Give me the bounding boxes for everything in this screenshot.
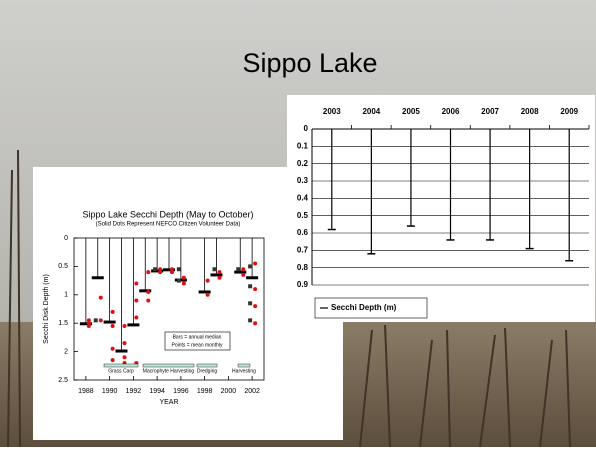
- y-axis-label: Secchi Disk Depth (m): [43, 274, 50, 344]
- monthly-point: [218, 276, 222, 280]
- median-bar: [92, 276, 104, 279]
- monthly-point: [87, 321, 91, 325]
- x-tick-label: 2007: [481, 107, 499, 116]
- x-tick-label: 2009: [560, 107, 578, 116]
- slide: Sippo Lake Sippo Lake Secchi Depth (May …: [0, 0, 596, 447]
- y-tick-label: 0.4: [297, 193, 309, 202]
- monthly-point: [134, 316, 138, 320]
- monthly-point: [134, 298, 138, 302]
- monthly-point: [123, 324, 127, 328]
- x-tick-label: 1998: [197, 388, 213, 395]
- volunteer-point: [236, 267, 240, 271]
- y-tick-label: 0.1: [297, 141, 309, 150]
- y-tick-label: 0: [304, 124, 309, 133]
- monthly-point: [123, 355, 127, 359]
- monthly-point: [253, 262, 257, 266]
- period-bar: [238, 364, 250, 367]
- median-bar: [116, 350, 128, 353]
- volunteer-point: [248, 284, 252, 288]
- x-tick-label: 1994: [149, 388, 165, 395]
- period-label: Harvesting: [232, 368, 256, 374]
- monthly-point: [253, 321, 257, 325]
- volunteer-point: [94, 318, 98, 322]
- volunteer-point: [213, 267, 217, 271]
- y-tick-label: 0.9: [297, 280, 309, 289]
- volunteer-point: [153, 267, 157, 271]
- monthly-point: [253, 304, 257, 308]
- chart-title: Sippo Lake Secchi Depth (May to October): [82, 209, 253, 219]
- monthly-point: [170, 270, 174, 274]
- y-tick-label: 0: [64, 235, 68, 242]
- monthly-point: [146, 298, 150, 302]
- monthly-point: [206, 279, 210, 283]
- period-bar: [104, 364, 138, 367]
- monthly-point: [123, 341, 127, 345]
- x-tick-label: 2002: [244, 388, 260, 395]
- y-tick-label: 1.5: [58, 320, 68, 327]
- monthly-point: [218, 270, 222, 274]
- monthly-point: [182, 276, 186, 280]
- period-bar: [143, 364, 194, 367]
- x-tick-label: 2004: [362, 107, 380, 116]
- monthly-point: [111, 358, 115, 362]
- monthly-point: [253, 287, 257, 291]
- y-tick-label: 1: [64, 292, 68, 299]
- period-label: Grass Carp: [108, 368, 134, 374]
- monthly-point: [146, 270, 150, 274]
- monthly-point: [111, 310, 115, 314]
- y-tick-label: 0.8: [297, 263, 309, 272]
- monthly-point: [146, 290, 150, 294]
- monthly-point: [182, 281, 186, 285]
- volunteer-point: [177, 267, 181, 271]
- y-tick-label: 0.6: [297, 228, 309, 237]
- period-bar: [197, 364, 217, 367]
- monthly-point: [241, 267, 245, 271]
- median-bar: [199, 290, 211, 293]
- volunteer-point: [248, 264, 252, 268]
- x-tick-label: 1992: [126, 388, 142, 395]
- x-tick-label: 1990: [102, 388, 118, 395]
- y-tick-label: 2.5: [58, 377, 68, 384]
- legend-text: Bars = annual median: [173, 334, 222, 340]
- slide-title: Sippo Lake: [242, 48, 377, 78]
- period-label: Dredging: [197, 368, 218, 374]
- monthly-point: [158, 270, 162, 274]
- median-bar: [127, 323, 139, 326]
- y-tick-label: 0.2: [297, 159, 309, 168]
- volunteer-point: [177, 279, 181, 283]
- y-tick-label: 2: [64, 348, 68, 355]
- volunteer-point: [248, 301, 252, 305]
- x-axis-label: YEAR: [159, 399, 178, 406]
- monthly-point: [111, 324, 115, 328]
- monthly-point: [99, 318, 103, 322]
- monthly-point: [206, 293, 210, 297]
- x-tick-label: 2008: [521, 107, 539, 116]
- median-bar: [211, 273, 223, 276]
- monthly-point: [99, 296, 103, 300]
- y-tick-label: 0.7: [297, 245, 309, 254]
- x-tick-label: 1988: [78, 388, 94, 395]
- x-tick-label: 2000: [221, 388, 237, 395]
- volunteer-point: [248, 318, 252, 322]
- y-tick-label: 0.3: [297, 176, 309, 185]
- legend-text: Points = mean monthly: [172, 342, 223, 348]
- y-tick-label: 0.5: [297, 211, 309, 220]
- x-tick-label: 2005: [402, 107, 420, 116]
- median-bar: [246, 276, 258, 279]
- x-tick-label: 2006: [442, 107, 460, 116]
- y-tick-label: 0.5: [58, 263, 68, 270]
- monthly-point: [241, 273, 245, 277]
- monthly-point: [134, 281, 138, 285]
- legend-label: Secchi Depth (m): [331, 303, 397, 312]
- median-bar: [104, 321, 116, 324]
- monthly-point: [111, 347, 115, 351]
- chart-subtitle: (Solid Dots Represent NEFCO Citizen Volu…: [96, 222, 241, 228]
- period-label: Macrophyte Harvesting: [143, 368, 195, 374]
- x-tick-label: 2003: [323, 107, 341, 116]
- x-tick-label: 1996: [173, 388, 189, 395]
